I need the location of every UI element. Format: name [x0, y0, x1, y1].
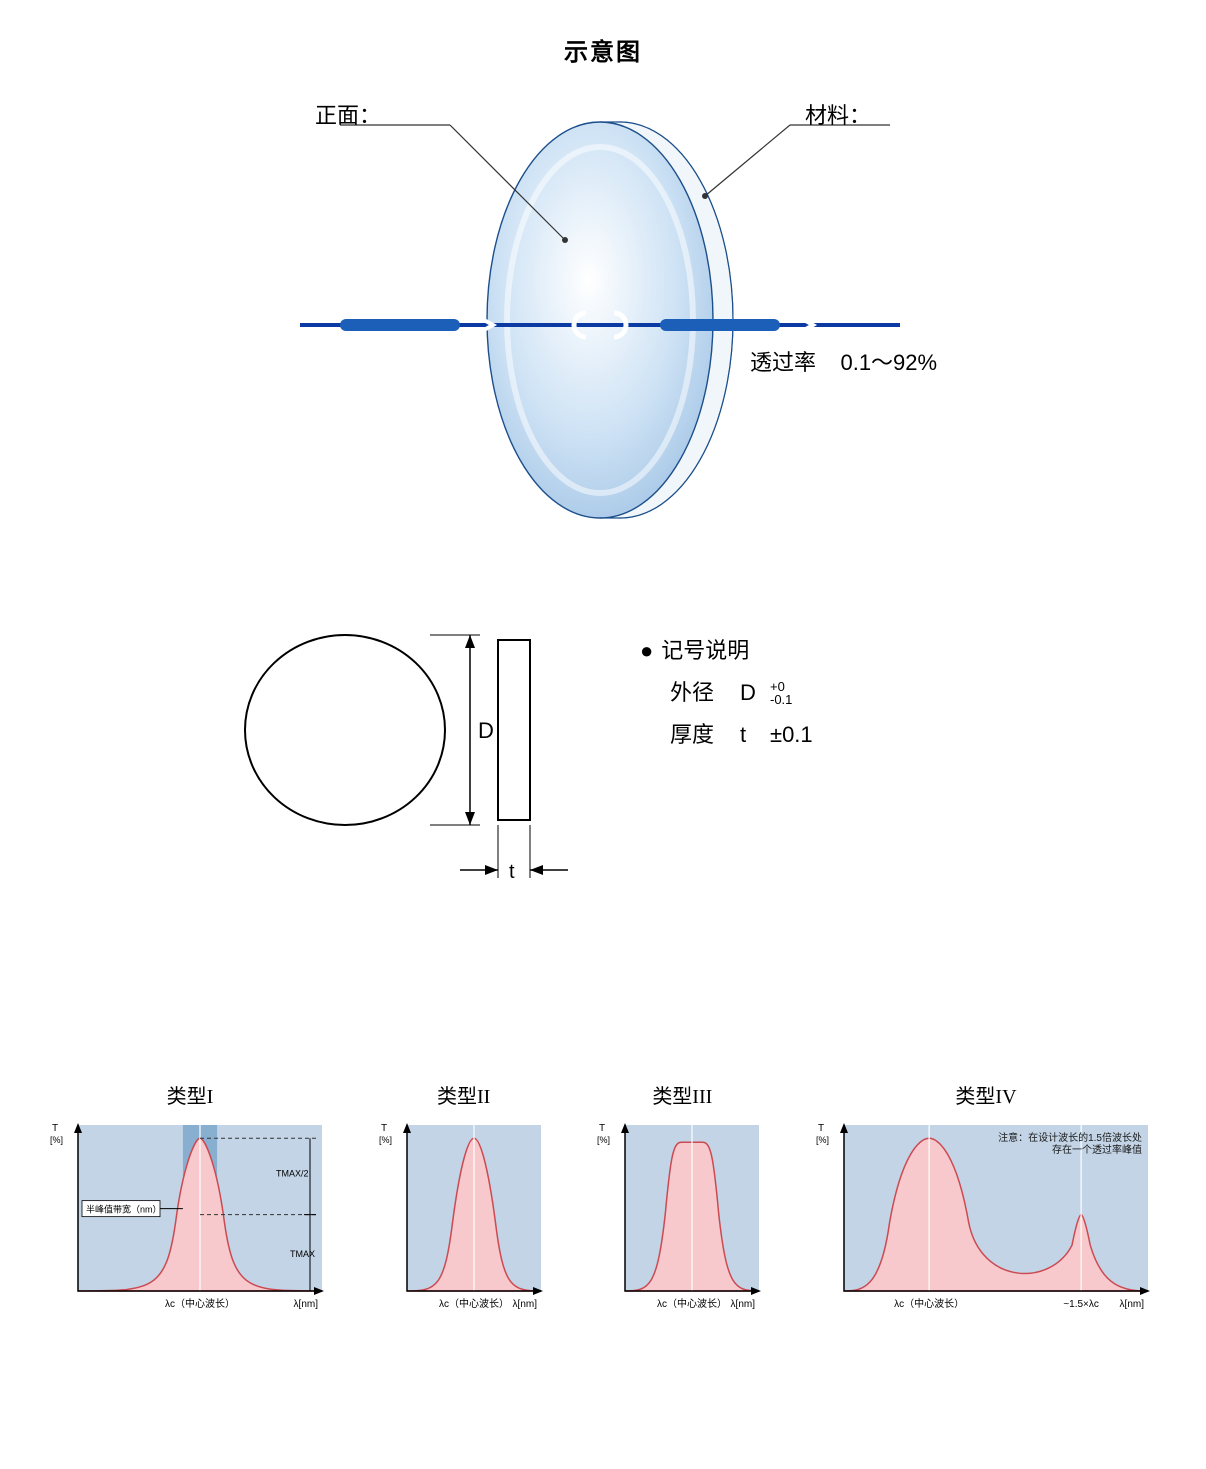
svg-text:λ[nm]: λ[nm] — [731, 1299, 756, 1310]
legend-row-t: 厚度 t ±0.1 — [670, 714, 813, 756]
svg-text:λc（中心波长）: λc（中心波长） — [439, 1297, 509, 1310]
svg-text:存在一个透过率峰值: 存在一个透过率峰值 — [1052, 1143, 1142, 1156]
svg-text:λc（中心波长）: λc（中心波长） — [894, 1297, 964, 1310]
svg-text:T: T — [381, 1123, 387, 1134]
chart-type3: 类型III T[%] λ[nm] λc（中心波长） — [597, 1080, 767, 1315]
svg-text:λ[nm]: λ[nm] — [1120, 1299, 1145, 1310]
svg-text:~1.5×λc: ~1.5×λc — [1063, 1299, 1099, 1310]
tol-t: ±0.1 — [770, 714, 813, 756]
svg-text:T: T — [599, 1123, 605, 1134]
svg-text:TMAX/2: TMAX/2 — [276, 1168, 309, 1178]
chart-type4: 类型IV 注意：在设计波长的1.5倍波长处存在一个透过率峰值 T[%] λ[nm] λc… — [816, 1080, 1156, 1315]
lens-diagram: 正面： 材料： 透过率 0.1～92% — [250, 70, 950, 540]
svg-text:[%]: [%] — [816, 1135, 829, 1145]
svg-text:λc（中心波长）: λc（中心波长） — [165, 1297, 235, 1310]
svg-text:λ[nm]: λ[nm] — [512, 1299, 537, 1310]
dim-t-text: t — [509, 861, 515, 883]
svg-text:TMAX: TMAX — [290, 1249, 315, 1259]
svg-text:T: T — [818, 1123, 824, 1134]
tol-D-bot: -0.1 — [770, 692, 792, 707]
svg-text:[%]: [%] — [379, 1135, 392, 1145]
svg-text:注意：在设计波长的1.5倍波长处: 注意：在设计波长的1.5倍波长处 — [998, 1131, 1142, 1144]
svg-text:T: T — [52, 1123, 58, 1134]
material-label: 材料： — [805, 98, 871, 130]
transmittance-value: 0.1～92% — [840, 350, 937, 375]
dimension-diagram: D t — [230, 620, 580, 900]
svg-text:[%]: [%] — [597, 1135, 610, 1145]
front-face-label: 正面： — [315, 98, 381, 130]
chart-type1: 类型I TMAX/2 TMAX 半峰值带宽（nm） T[%] λ[nm] λc（中心波长） — [50, 1080, 330, 1315]
transmittance-label: 透过率 0.1～92% — [750, 345, 937, 377]
svg-text:[%]: [%] — [50, 1135, 63, 1145]
dim-D-text: D — [478, 718, 494, 743]
symbol-legend: ●记号说明 外径 D +0 -0.1 厚度 t ±0.1 — [640, 630, 813, 755]
type-charts-row: 类型ITMAX/2TMAX半峰值带宽（nm）T[%]λ[nm]λc（中心波长）类… — [50, 1080, 1156, 1315]
svg-text:λ[nm]: λ[nm] — [294, 1299, 319, 1310]
chart-title: 类型II — [437, 1080, 490, 1109]
legend-heading: ●记号说明 — [640, 630, 813, 672]
chart-title: 类型III — [652, 1080, 712, 1109]
chart-type2: 类型II T[%] λ[nm]λc（中心波长） — [379, 1080, 549, 1315]
chart-title: 类型I — [167, 1080, 214, 1109]
page-title: 示意图 — [0, 32, 1206, 67]
chart-title: 类型IV — [955, 1080, 1016, 1109]
svg-text:半峰值带宽（nm）: 半峰值带宽（nm） — [86, 1204, 162, 1215]
svg-text:λc（中心波长）: λc（中心波长） — [657, 1297, 727, 1310]
legend-row-D: 外径 D +0 -0.1 — [670, 672, 813, 714]
transmittance-text: 透过率 — [750, 350, 816, 375]
